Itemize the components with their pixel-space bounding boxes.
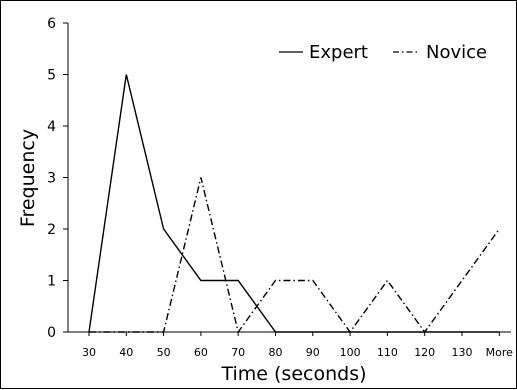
series-line-novice — [89, 177, 500, 334]
y-axis-ticks: 0 1 2 3 4 5 6 — [47, 16, 68, 341]
x-tick-label: 40 — [119, 346, 133, 359]
series-layer — [88, 74, 500, 334]
y-tick-label: 0 — [47, 325, 56, 341]
x-axis-ticks: 30 40 50 60 70 80 90 100 110 120 130 More — [82, 332, 513, 359]
series-line-expert — [88, 74, 500, 333]
x-tick-label: 80 — [269, 346, 283, 359]
legend-label-expert: Expert — [309, 42, 368, 63]
y-tick-label: 6 — [47, 16, 56, 32]
y-tick-label: 3 — [47, 171, 56, 187]
x-tick-label: 50 — [157, 346, 171, 359]
x-tick-label: 30 — [82, 346, 96, 359]
x-tick-label: 100 — [340, 346, 361, 359]
x-tick-label: More — [486, 346, 514, 359]
x-tick-label: 130 — [452, 346, 473, 359]
x-tick-label: 110 — [377, 346, 398, 359]
x-tick-label: 70 — [231, 346, 245, 359]
x-tick-label: 90 — [306, 346, 320, 359]
y-tick-label: 1 — [47, 274, 56, 290]
y-tick-label: 2 — [47, 222, 56, 238]
x-axis-title: Time (seconds) — [220, 363, 366, 385]
x-tick-label: 60 — [194, 346, 208, 359]
y-axis-title: Frequency — [17, 129, 39, 227]
y-tick-label: 5 — [47, 68, 56, 84]
y-tick-label: 4 — [47, 119, 56, 135]
legend-label-novice: Novice — [426, 42, 487, 63]
x-tick-label: 120 — [414, 346, 435, 359]
legend: Expert Novice — [279, 42, 487, 63]
